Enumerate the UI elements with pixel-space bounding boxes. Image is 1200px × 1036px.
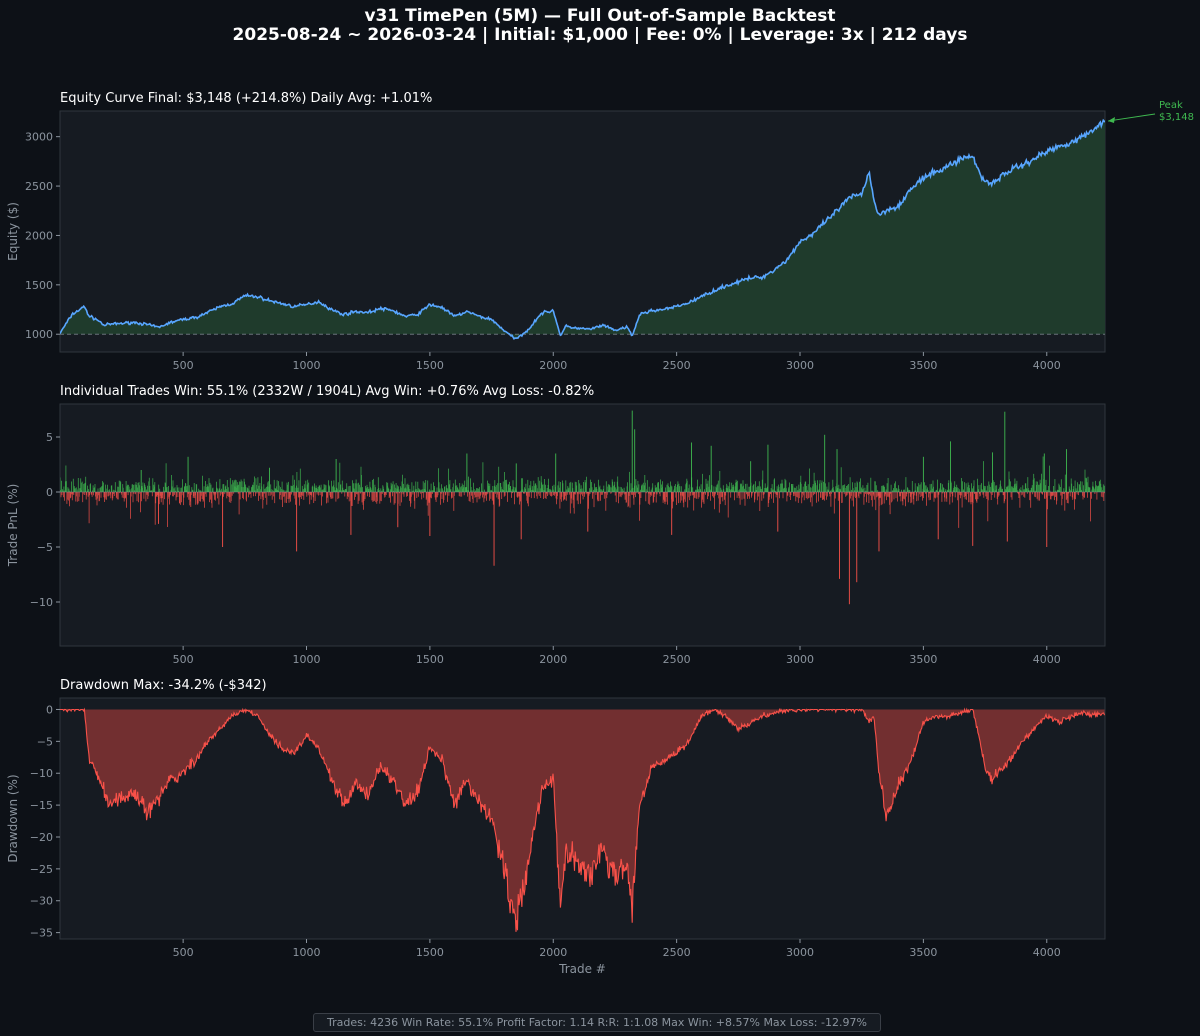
drawdown-x-tick-label: 1000 xyxy=(293,946,321,959)
equity-line xyxy=(60,118,1105,341)
equity-x-tick-label: 2000 xyxy=(539,359,567,372)
peak-annotation-label: $3,148 xyxy=(1159,112,1194,123)
equity-x-tick-label: 3000 xyxy=(786,359,814,372)
trades-x-tick-label: 2000 xyxy=(539,653,567,666)
drawdown-y-tick-label: −5 xyxy=(37,735,53,748)
equity-x-tick-label: 4000 xyxy=(1033,359,1061,372)
figure-title-line-1: v31 TimePen (5M) — Full Out-of-Sample Ba… xyxy=(364,6,836,26)
trades-title: Individual Trades Win: 55.1% (2332W / 19… xyxy=(60,384,594,399)
trades-plot-area xyxy=(59,403,1106,647)
drawdown-y-tick-label: −15 xyxy=(30,799,53,812)
drawdown-x-tick-label: 1500 xyxy=(416,946,444,959)
drawdown-x-tick-label: 2000 xyxy=(539,946,567,959)
drawdown-y-tick-label: −25 xyxy=(30,863,53,876)
equity-y-tick-label: 2000 xyxy=(25,229,53,242)
drawdown-series-group xyxy=(60,707,1105,932)
trades-y-axis-label: Trade PnL (%) xyxy=(6,484,20,568)
equity-x-tick-label: 1000 xyxy=(293,359,321,372)
equity-x-tick-label: 3500 xyxy=(909,359,937,372)
equity-title: Equity Curve Final: $3,148 (+214.8%) Dai… xyxy=(60,91,432,106)
equity-y-tick-label: 2500 xyxy=(25,180,53,193)
drawdown-x-tick-label: 2500 xyxy=(663,946,691,959)
trades-x-tick-label: 3500 xyxy=(909,653,937,666)
drawdown-y-tick-label: −35 xyxy=(30,927,53,940)
winning-trade-bars xyxy=(60,456,1105,492)
drawdown-x-tick-label: 500 xyxy=(173,946,194,959)
equity-fill-area xyxy=(60,120,1105,339)
equity-series-group xyxy=(60,118,1105,341)
trades-y-tick-label: −5 xyxy=(37,541,53,554)
equity-y-tick-label: 1500 xyxy=(25,279,53,292)
drawdown-y-tick-label: 0 xyxy=(46,703,53,716)
drawdown-y-tick-label: −10 xyxy=(30,767,53,780)
drawdown-y-tick-label: −30 xyxy=(30,895,53,908)
trades-x-tick-label: 1000 xyxy=(293,653,321,666)
peak-annotation-arrowhead xyxy=(1108,117,1115,124)
drawdown-y-axis-label: Drawdown (%) xyxy=(6,774,20,862)
equity-x-tick-label: 2500 xyxy=(663,359,691,372)
stats-summary-box: Trades: 4236 Win Rate: 55.1% Profit Fact… xyxy=(313,1013,881,1032)
trades-x-tick-label: 500 xyxy=(173,653,194,666)
drawdown-x-tick-label: 3000 xyxy=(786,946,814,959)
drawdown-title: Drawdown Max: -34.2% (-$342) xyxy=(60,678,267,693)
drawdown-x-axis-label: Trade # xyxy=(558,962,606,976)
equity-x-tick-label: 500 xyxy=(173,359,194,372)
losing-trade-bars xyxy=(60,492,1105,528)
peak-annotation-arrow xyxy=(1107,113,1156,122)
equity-y-tick-label: 3000 xyxy=(25,131,53,144)
drawdown-x-tick-label: 4000 xyxy=(1033,946,1061,959)
chart-panel-drawdown: Drawdown Max: -34.2% (-$342) 500 1000 1500 2… xyxy=(6,678,1106,976)
trades-y-tick-label: 0 xyxy=(46,486,53,499)
equity-x-tick-label: 1500 xyxy=(416,359,444,372)
trades-x-tick-label: 3000 xyxy=(786,653,814,666)
trades-x-tick-label: 4000 xyxy=(1033,653,1061,666)
trades-x-tick-label: 2500 xyxy=(663,653,691,666)
equity-y-tick-label: 1000 xyxy=(25,328,53,341)
drawdown-y-tick-label: −20 xyxy=(30,831,53,844)
equity-y-axis-label: Equity ($) xyxy=(6,202,20,261)
drawdown-fill-area xyxy=(60,709,1105,932)
trades-x-tick-label: 1500 xyxy=(416,653,444,666)
trades-y-tick-label: 5 xyxy=(46,431,53,444)
figure-title-line-2: 2025-08-24 ~ 2026-03-24 | Initial: $1,00… xyxy=(232,25,968,45)
peak-annotation: Peak$3,148 xyxy=(1107,100,1194,124)
trades-y-tick-label: −10 xyxy=(30,596,53,609)
peak-annotation-label: Peak xyxy=(1159,100,1183,111)
chart-panel-equity: Equity Curve Final: $3,148 (+214.8%) Dai… xyxy=(6,91,1194,372)
drawdown-line xyxy=(60,707,1105,932)
trades-series-group xyxy=(60,410,1105,605)
chart-panel-trades: Individual Trades Win: 55.1% (2332W / 19… xyxy=(6,384,1106,666)
drawdown-x-tick-label: 3500 xyxy=(909,946,937,959)
